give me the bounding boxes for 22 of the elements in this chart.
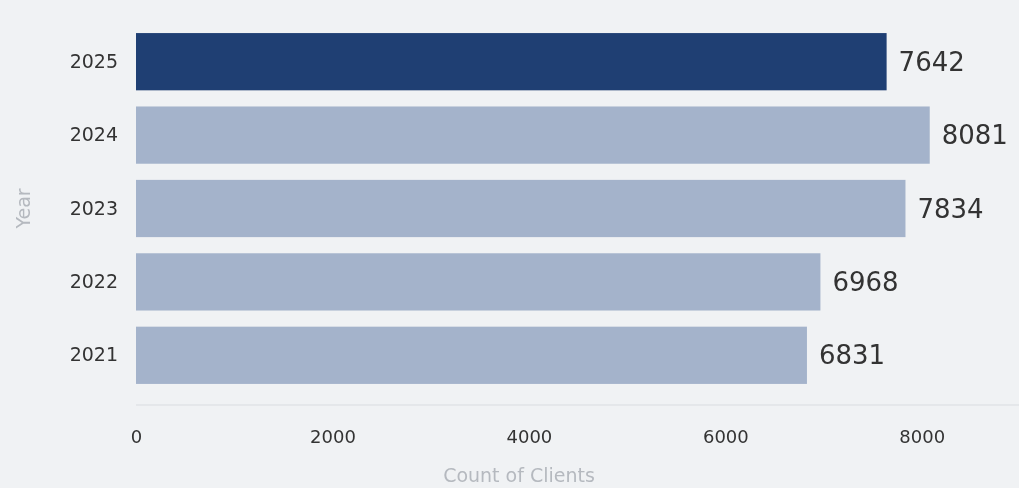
- data-label: 8081: [941, 120, 1008, 151]
- x-axis-title: Count of Clients: [443, 464, 595, 486]
- data-label: 7834: [917, 193, 984, 224]
- data-label: 7642: [898, 46, 965, 77]
- y-axis-title: Year: [12, 188, 34, 230]
- y-tick-label: 2023: [69, 196, 118, 219]
- x-tick-label: 0: [130, 425, 143, 447]
- x-tick-label: 4000: [506, 425, 553, 447]
- y-tick-label: 2022: [69, 269, 118, 292]
- y-tick-label: 2025: [69, 49, 118, 72]
- bar: [136, 326, 807, 384]
- x-tick-label: 2000: [310, 425, 356, 447]
- bar: [136, 253, 821, 311]
- x-tick-label: 8000: [899, 425, 946, 447]
- bar: [136, 33, 887, 91]
- bar: [136, 106, 930, 164]
- y-tick-label: 2024: [69, 123, 118, 146]
- data-label: 6831: [818, 340, 886, 371]
- x-tick-label: 6000: [702, 425, 749, 447]
- bar: [136, 179, 906, 238]
- y-tick-label: 2021: [69, 343, 118, 366]
- data-label: 6968: [832, 267, 899, 297]
